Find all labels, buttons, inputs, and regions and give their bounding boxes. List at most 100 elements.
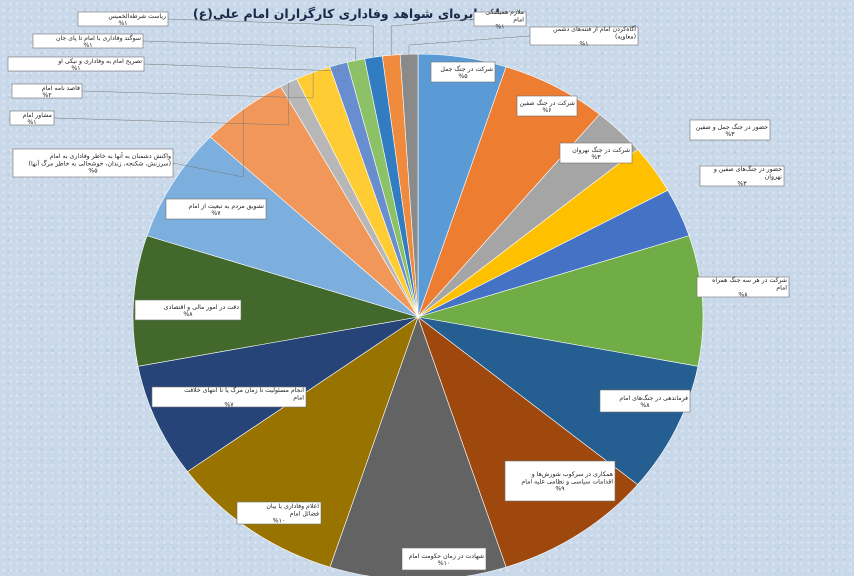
data-label-value: %۸ [183,311,193,318]
data-label-box [32,33,144,49]
data-label-name: فرماندهی در جنگ‌های امام [619,394,688,402]
data-label-name: حضور در جنگ جمل و صفین [696,123,768,131]
data-label-value: %۸ [640,402,650,409]
data-label-21: آگاه‌کردن امام از فتنه‌های دشمن (معاویه)%… [529,24,639,48]
pie-slice-13 [146,136,419,318]
leader-line-21 [408,35,531,55]
data-label-6: شرکت در هر سه جنگ همراه امام%۸ [696,276,790,299]
data-label-name: شرکت در هر سه جنگ همراه امام [712,276,787,291]
data-label-value: %۱۰ [273,518,286,525]
data-label-19: ریاست شرطةالخمیس%۱ [77,11,169,27]
data-label-17: تصریح امام به وفاداری و نیکی او%۱ [7,56,145,72]
leader-line-17 [143,63,339,72]
data-label-name: انجام مسئولیت تا زمان مرگ یا تا انتهای خ… [184,385,304,401]
data-label-9: شهادت در زمان حکومت امام%۱۰ [401,547,487,571]
data-label-name: شهادت در زمان حکومت امام [409,553,484,560]
pie-slice-7 [417,316,699,486]
data-label-13: تشویق مردم به تبعیت از امام%۷ [165,198,267,220]
data-label-value: %۱ [27,119,36,126]
data-label-value: %۸ [738,292,748,299]
data-label-3: شرکت در جنگ نهروان%۳ [559,142,633,164]
data-label-value: %۷ [224,402,234,409]
data-label-value: %۱ [71,65,80,72]
data-label-box [134,299,242,321]
data-label-15: مشاور امام%۱ [9,110,55,126]
pie-slices [132,53,704,576]
data-label-8: همکاری در سرکوب شورش‌ها و اقدامات سیاسی و… [504,460,616,502]
leader-line-19 [167,18,374,58]
data-label-box [9,110,55,126]
data-label-value: %۱ [83,42,92,49]
pie-slice-9 [329,316,507,576]
data-label-box [529,26,639,46]
data-label-name: شرکت در جنگ جمل [440,65,493,73]
data-label-box [599,389,691,413]
data-label-value: %۹ [555,486,565,493]
data-label-18: سوگند وفاداری با امام تا پای جان%۱ [32,33,144,49]
data-label-box [689,119,771,141]
data-label-name: حضور در جنگ‌های صفین و نهروان [713,165,782,180]
data-label-10: اعلام وفاداری یا بیان فضائل امام%۱۰ [236,501,322,525]
data-label-value: %۱۰ [438,560,451,567]
data-label-box [77,11,169,27]
data-label-name: قاصد نامه امام [42,85,80,92]
data-label-value: %۵ [458,73,467,80]
leader-line-18 [142,40,357,61]
pie-slice-8 [417,316,639,568]
data-label-2: شرکت در جنگ صفین%۶ [516,95,578,117]
data-label-value: %۷ [211,210,221,217]
data-label-box [473,11,527,27]
data-label-box [696,276,790,298]
data-label-box [516,95,578,117]
data-label-name: سوگند وفاداری با امام تا پای جان [56,34,141,42]
leader-line-14 [172,109,244,178]
data-label-14: واکنش دشمنان به آنها به خاطر وفاداری به … [12,148,174,178]
data-label-name: شرکت در جنگ نهروان [572,146,630,154]
data-label-value: %۶ [542,107,551,114]
data-label-name: همکاری در سرکوب شورش‌ها و اقدامات سیاسی و… [521,471,613,485]
data-label-11: انجام مسئولیت تا زمان مرگ یا تا انتهای خ… [151,385,307,409]
data-label-5: حضور در جنگ‌های صفین و نهروان%۳ [699,165,785,188]
data-label-name: تشویق مردم به تبعیت از امام [189,203,265,210]
data-label-box [401,547,487,571]
pie-slice-12 [132,235,419,367]
data-label-box [559,142,633,164]
data-label-4: حضور در جنگ جمل و صفین%۳ [689,119,771,141]
chart-title: نمودار دایره‌ای شواهد وفاداری کارگزاران … [192,6,528,21]
data-label-name: ملازم همیشگی امام [485,8,524,23]
leader-lines [53,18,531,178]
data-label-20: ملازم همیشگی امام%۱ [473,8,527,31]
data-label-name: مشاور امام [23,112,52,119]
data-label-value: %۱ [118,20,127,27]
data-label-box [430,61,496,83]
leader-line-16 [81,72,314,99]
leader-line-15 [53,82,289,126]
data-label-value: %۲ [42,92,52,99]
data-label-box [165,198,267,220]
data-label-name: واکنش دشمنان به آنها به خاطر وفاداری به … [29,151,171,167]
data-label-value: %۱ [579,41,588,48]
data-label-value: %۳ [725,131,735,138]
data-label-7: فرماندهی در جنگ‌های امام%۸ [599,389,691,413]
pie-slice-6 [417,235,704,367]
data-label-1: شرکت در جنگ جمل%۵ [430,61,496,83]
data-label-16: قاصد نامه امام%۲ [11,83,83,99]
data-label-box [12,148,174,178]
data-label-box [236,501,322,525]
data-label-name: ریاست شرطةالخمیس [108,13,166,20]
data-label-value: %۱ [495,24,504,31]
data-label-box [11,83,83,99]
data-label-box [151,386,307,408]
leader-line-20 [390,18,475,56]
data-label-value: %۳ [591,154,601,161]
data-label-name: شرکت در جنگ صفین [520,99,575,107]
data-label-name: آگاه‌کردن امام از فتنه‌های دشمن (معاویه) [553,24,636,40]
data-label-box [699,165,785,187]
data-label-name: تصریح امام به وفاداری و نیکی او [57,58,142,65]
pie-slice-21 [399,53,419,318]
data-label-box [504,460,616,502]
data-label-value: %۵ [88,168,97,175]
